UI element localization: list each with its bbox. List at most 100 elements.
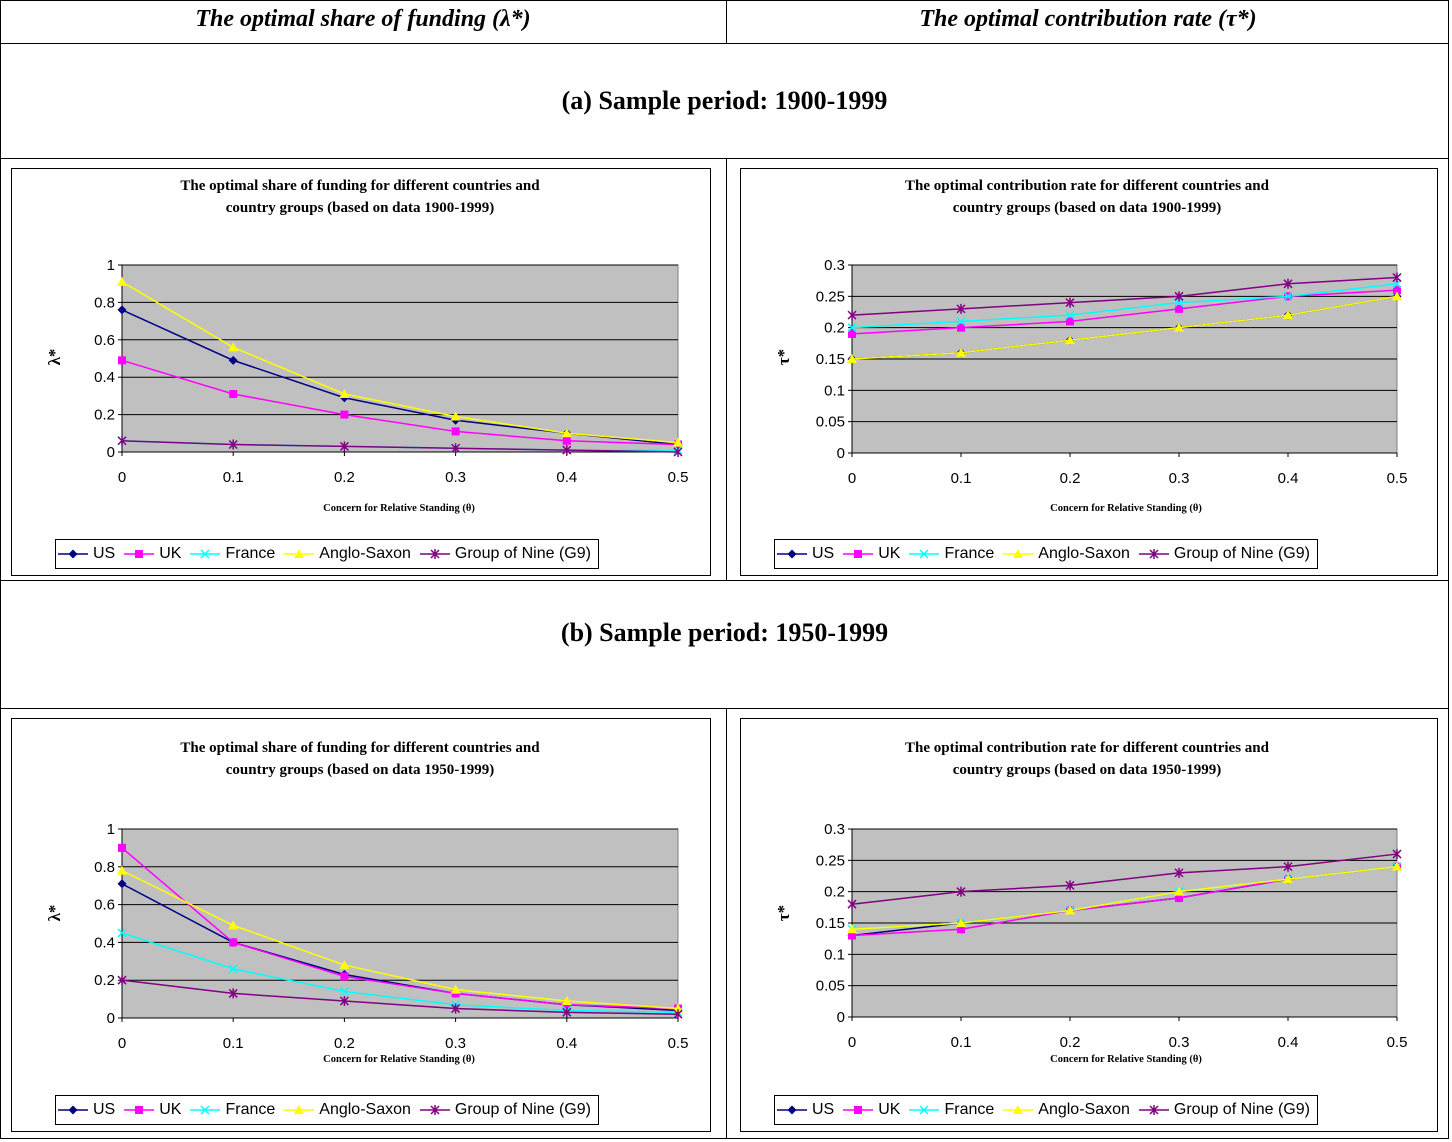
data-point <box>228 355 238 365</box>
chart-title-line1: The optimal contribution rate for differ… <box>905 178 1270 194</box>
chart-funding-1900-svg: The optimal share of funding for differe… <box>45 178 689 514</box>
data-point <box>1174 322 1184 332</box>
legend-marker <box>200 1105 210 1115</box>
legend-marker <box>135 550 144 558</box>
legend-label: France <box>944 545 995 562</box>
x-tick-label: 0.2 <box>334 469 355 486</box>
legend-swatch <box>843 550 874 558</box>
legend-item: UK <box>122 545 181 563</box>
legend-item: UK <box>841 545 900 563</box>
x-tick-label: 0.1 <box>223 469 244 486</box>
series-g9 <box>117 435 683 457</box>
chart-title-line2: country groups (based on data 1900-1999) <box>953 200 1222 216</box>
x-tick-label: 0.2 <box>334 1035 355 1052</box>
legend-marker <box>200 549 210 559</box>
data-point <box>956 316 966 326</box>
data-point <box>1175 893 1183 902</box>
table-border-top <box>0 0 1449 1</box>
x-axis-label: Concern for Relative Standing (θ) <box>323 503 475 514</box>
section-title-b: (b) Sample period: 1950-1999 <box>560 618 889 647</box>
data-point <box>1392 849 1402 860</box>
y-tick-label: 0.2 <box>94 407 115 424</box>
y-axis-label: τ* <box>774 905 793 921</box>
data-point <box>118 843 126 852</box>
legend-marker <box>1149 549 1159 559</box>
series-line <box>121 979 679 1015</box>
y-tick-label: 0 <box>107 444 115 461</box>
data-point <box>451 443 461 454</box>
data-point <box>450 411 461 421</box>
legend-marker <box>919 1105 929 1115</box>
series-line <box>851 865 1398 931</box>
y-axis-label: λ* <box>45 349 64 366</box>
series-line <box>851 295 1398 360</box>
table-border-row-a-bottom <box>0 580 1449 581</box>
data-point <box>117 276 127 286</box>
legend-label: US <box>812 1101 835 1118</box>
y-tick-label: 0.3 <box>824 257 845 274</box>
x-axis-label: Concern for Relative Standing (θ) <box>323 1054 475 1065</box>
legend-label: France <box>225 545 276 562</box>
data-point <box>451 1003 461 1014</box>
legend-label: UK <box>878 545 901 562</box>
series-anglo-saxon <box>847 861 1402 934</box>
data-point <box>1392 291 1402 301</box>
data-point <box>847 323 857 333</box>
legend-marker <box>1149 1105 1159 1115</box>
table-divider-header <box>726 0 727 44</box>
y-tick-label: 0.6 <box>94 332 115 349</box>
data-point <box>1175 304 1183 313</box>
data-point <box>1283 861 1293 872</box>
legend-marker <box>68 1105 78 1115</box>
x-tick-label: 0.5 <box>668 1035 689 1052</box>
data-point <box>561 995 572 1005</box>
x-axis-label: Concern for Relative Standing (θ) <box>1050 1054 1202 1065</box>
data-point <box>847 924 857 934</box>
legend-item: US <box>775 1101 834 1119</box>
data-point <box>1174 291 1184 302</box>
data-point <box>562 436 571 445</box>
y-tick-label: 0.1 <box>824 382 845 399</box>
data-point <box>1065 297 1075 308</box>
table-border-left <box>0 0 1 1139</box>
legend-item: France <box>188 1101 275 1119</box>
table-divider-row-b <box>726 708 727 1139</box>
data-point <box>1283 291 1293 301</box>
x-tick-label: 0.2 <box>1060 1034 1081 1051</box>
data-point <box>340 972 349 981</box>
y-tick-label: 1 <box>107 821 115 838</box>
data-point <box>339 995 349 1006</box>
legend-marker <box>1013 1105 1024 1114</box>
legend-swatch <box>190 549 221 559</box>
legend-marker <box>430 549 440 559</box>
series-line <box>121 281 679 444</box>
series-line <box>121 932 679 1014</box>
legend-label: US <box>812 545 835 562</box>
column-header-left: The optimal share of funding (λ*) <box>195 6 531 32</box>
legend-label: Anglo-Saxon <box>319 545 411 562</box>
legend-marker <box>294 549 305 558</box>
legend-item: UK <box>841 1101 900 1119</box>
y-tick-label: 0.2 <box>824 320 845 337</box>
x-tick-label: 0.5 <box>668 469 689 486</box>
table-border-section-b-bottom <box>0 708 1449 709</box>
legend-label: Anglo-Saxon <box>319 1101 411 1118</box>
legend-swatch <box>1138 549 1169 559</box>
legend-label: UK <box>159 545 182 562</box>
y-tick-label: 0.15 <box>816 351 845 368</box>
legend-marker <box>135 1106 144 1114</box>
x-tick-label: 0.3 <box>1169 470 1190 487</box>
data-point <box>562 445 572 456</box>
legend-swatch <box>124 550 155 558</box>
data-point <box>228 342 239 352</box>
data-point <box>228 988 238 999</box>
x-tick-label: 0.3 <box>1169 1034 1190 1051</box>
legend-swatch <box>58 549 88 559</box>
series-line <box>851 853 1398 905</box>
table-border-bottom <box>0 1138 1449 1139</box>
series-g9 <box>117 975 683 1020</box>
legend-item: Group of Nine (G9) <box>1137 545 1310 563</box>
plot-area <box>121 828 679 1019</box>
legend-marker <box>854 1106 863 1114</box>
data-point <box>450 984 461 994</box>
